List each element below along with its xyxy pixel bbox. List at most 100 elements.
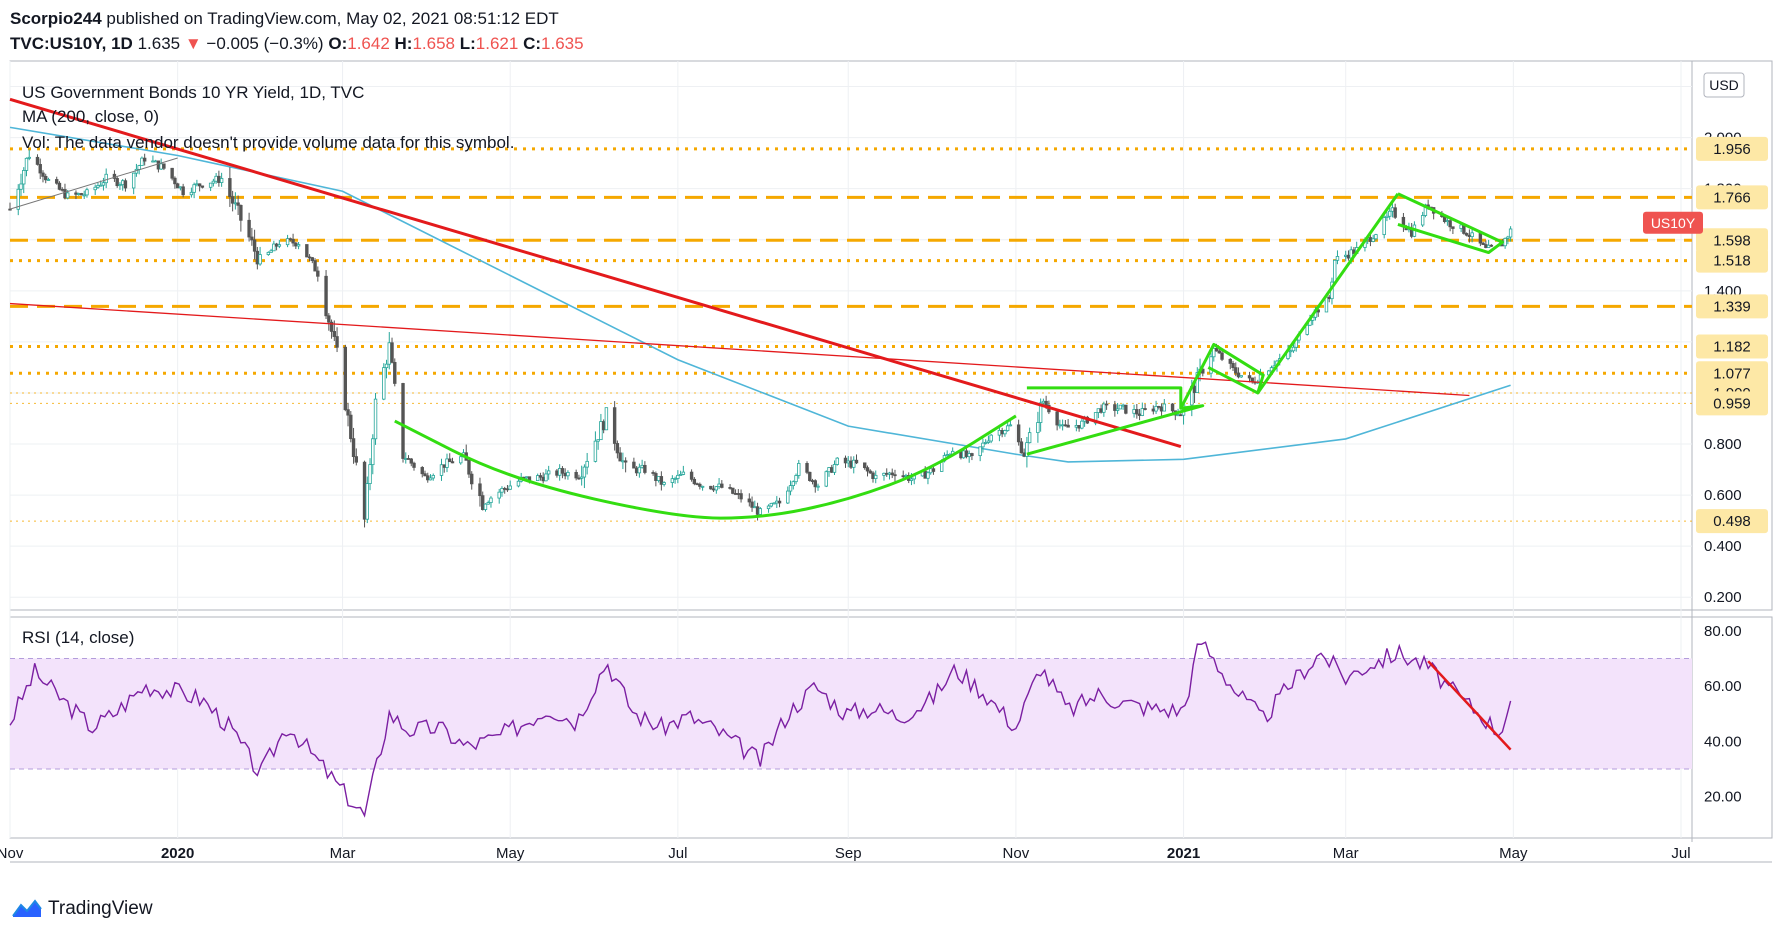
candle-body (1005, 425, 1010, 431)
candle-body (676, 474, 680, 479)
candle-body (439, 464, 444, 476)
candle-body (904, 474, 908, 477)
drawing-red-thin-trendline (9, 302, 1470, 397)
candle-body (574, 471, 578, 479)
candle-body (211, 180, 216, 184)
x-tick-label: May (496, 845, 525, 862)
candle-body (382, 367, 386, 400)
candle-body (1137, 413, 1142, 416)
candle-body (1038, 402, 1043, 423)
candle-body (217, 175, 221, 183)
close-label: C: (523, 34, 542, 53)
candle-body (1143, 408, 1147, 410)
rsi-title: RSI (14, close) (22, 628, 134, 647)
candle-body (258, 254, 262, 265)
candle-body (717, 483, 721, 488)
candle-body (431, 475, 435, 479)
candle-body (728, 487, 732, 489)
candle-body (720, 483, 724, 488)
candle-body (82, 194, 86, 197)
x-tick-label: Mar (330, 845, 356, 862)
vol-legend: Vol: The data vendor doesn't provide vol… (22, 133, 514, 152)
candle-body (579, 476, 584, 479)
candle-body (1093, 412, 1098, 424)
candle-body (555, 470, 559, 476)
candle-body (1371, 238, 1375, 242)
candle-body (173, 177, 177, 185)
rsi-y-tick-label: 40.00 (1704, 733, 1742, 750)
publish-header: Scorpio244 published on TradingView.com,… (10, 6, 584, 56)
candle-body (1209, 356, 1213, 374)
candle-body (255, 250, 260, 265)
candle-body (777, 500, 782, 504)
candle-body (467, 459, 471, 475)
candle-body (1220, 352, 1224, 360)
candle-body (733, 493, 738, 495)
candle-body (890, 472, 894, 476)
candle-body (1228, 358, 1232, 364)
candle-body (1344, 254, 1348, 257)
candle-body (66, 192, 70, 199)
brand-footer[interactable]: TradingView (12, 898, 153, 920)
candle-body (1118, 404, 1123, 410)
candle-body (797, 463, 801, 476)
candle-body (1393, 207, 1397, 218)
candle-body (1445, 220, 1450, 223)
candle-body (1385, 215, 1389, 218)
candle-body (442, 464, 446, 468)
rsi-line (9, 641, 1512, 818)
x-tick-label: Jul (1671, 845, 1690, 862)
candle-body (478, 483, 482, 497)
candle-body (316, 270, 320, 277)
candle-body (508, 485, 512, 490)
candle-body (362, 461, 367, 520)
candle-body (1016, 424, 1021, 443)
candle-body (1060, 424, 1065, 427)
candle-body (448, 458, 452, 463)
rsi-y-tick-label: 20.00 (1704, 789, 1742, 806)
candle-body (327, 315, 331, 323)
candle-body (546, 470, 551, 475)
candle-body (343, 346, 348, 411)
candle-body (967, 453, 971, 458)
candle-body (1489, 244, 1494, 247)
candle-body (739, 493, 743, 500)
candle-body (250, 236, 254, 241)
candle-body (1291, 346, 1296, 352)
candle-body (1374, 234, 1378, 240)
candle-body (882, 472, 886, 476)
y-tick-label: 0.800 (1704, 436, 1742, 453)
candle-body (489, 497, 493, 503)
candle-body (277, 244, 282, 247)
candle-body (503, 488, 507, 490)
author-name[interactable]: Scorpio244 (10, 9, 102, 28)
candle-body (865, 467, 870, 472)
candle-body (373, 398, 378, 440)
candle-body (1162, 403, 1167, 412)
candle-body (637, 466, 642, 474)
candle-body (1346, 254, 1351, 259)
candles-group (8, 149, 1513, 528)
candle-body (247, 219, 251, 238)
candle-body (835, 457, 839, 465)
candle-body (483, 503, 488, 510)
price-level-label: 0.959 (1713, 395, 1751, 412)
candle-body (1459, 224, 1463, 229)
candle-body (700, 485, 705, 488)
candle-body (1008, 424, 1013, 427)
candle-body (615, 443, 620, 454)
low-label: L: (459, 34, 476, 53)
candle-body (1231, 363, 1235, 369)
candle-body (929, 468, 933, 474)
candle-body (332, 331, 337, 337)
candle-body (788, 485, 793, 492)
candle-body (1170, 403, 1175, 412)
last-value-label: US10Y (1651, 215, 1696, 231)
candle-body (409, 458, 413, 464)
candle-body (769, 502, 773, 507)
candle-body (1503, 237, 1507, 247)
candle-body (16, 188, 20, 210)
candle-body (808, 471, 812, 481)
candle-body (230, 196, 235, 204)
